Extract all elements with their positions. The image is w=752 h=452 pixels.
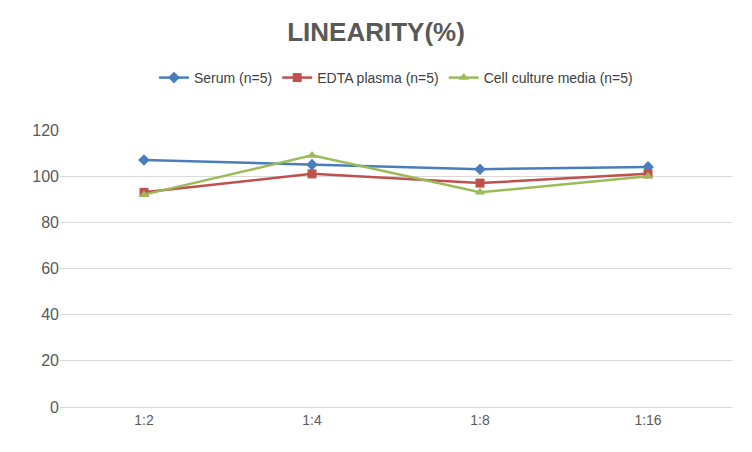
svg-text:LINEARITY(%): LINEARITY(%) bbox=[287, 17, 465, 47]
svg-text:1:4: 1:4 bbox=[302, 412, 322, 428]
svg-text:80: 80 bbox=[41, 214, 59, 231]
svg-text:120: 120 bbox=[32, 122, 59, 139]
svg-text:0: 0 bbox=[50, 399, 59, 416]
svg-text:Cell culture media (n=5): Cell culture media (n=5) bbox=[484, 70, 633, 86]
svg-text:1:2: 1:2 bbox=[134, 412, 154, 428]
svg-text:1:8: 1:8 bbox=[470, 412, 490, 428]
svg-text:EDTA plasma (n=5): EDTA plasma (n=5) bbox=[317, 70, 439, 86]
svg-text:60: 60 bbox=[41, 260, 59, 277]
svg-text:40: 40 bbox=[41, 306, 59, 323]
svg-text:1:16: 1:16 bbox=[634, 412, 661, 428]
svg-text:100: 100 bbox=[32, 168, 59, 185]
svg-text:20: 20 bbox=[41, 352, 59, 369]
svg-text:Serum (n=5): Serum (n=5) bbox=[194, 70, 272, 86]
